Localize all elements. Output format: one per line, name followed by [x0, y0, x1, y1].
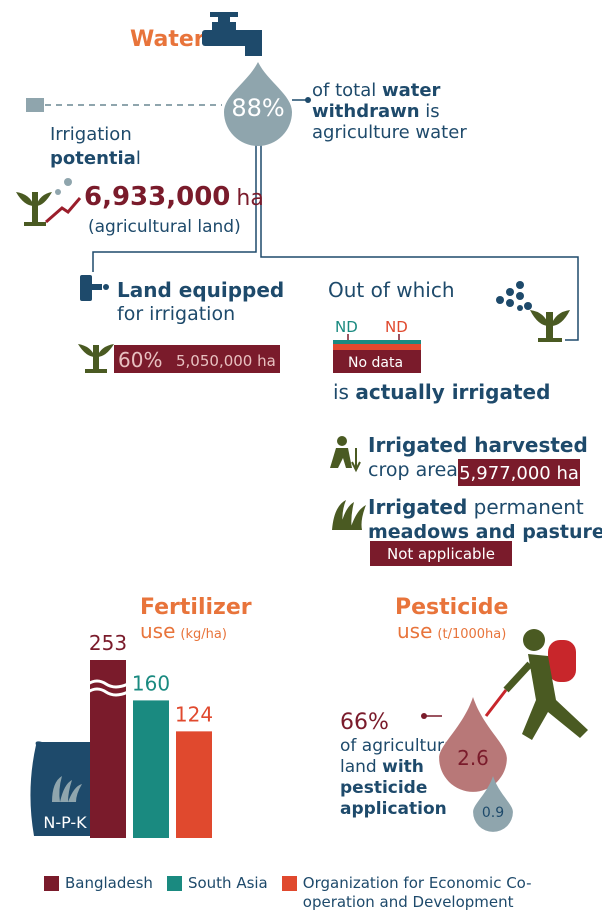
drop-label: 0.9 — [482, 805, 504, 821]
water-share: 88% — [231, 94, 284, 122]
bar-label: 160 — [132, 671, 170, 695]
axis-break — [87, 679, 129, 697]
equipped-share: 60% — [118, 348, 162, 372]
pesticide-unit: use (t/1000ha) — [397, 619, 506, 643]
equipped-area: 5,050,000 ha — [176, 352, 276, 370]
legend-swatch — [44, 876, 59, 891]
legend-item: South Asia — [166, 874, 268, 912]
text: of total — [312, 80, 382, 101]
grass-icon — [332, 500, 366, 530]
pointer-dot — [421, 713, 427, 719]
water-caption: withdrawn is — [312, 101, 440, 122]
drop-label: 2.6 — [457, 746, 489, 770]
valve-icon — [80, 275, 109, 301]
fertilizer-unit: use (kg/ha) — [140, 619, 227, 643]
irrigated-caption: is actually irrigated — [333, 380, 550, 404]
legend-swatch — [281, 876, 297, 891]
no-data: No data — [348, 355, 403, 371]
dot — [64, 178, 72, 186]
pesticide-caption: pesticide — [340, 778, 427, 798]
pesticide-title: Pesticide — [395, 595, 508, 620]
text: water — [382, 80, 441, 101]
pipe-icon — [26, 98, 44, 112]
nd-marker: ND — [335, 318, 358, 336]
legend-label: Organization for Economic Co-operation a… — [302, 874, 532, 911]
legend-item: Organization for Economic Co-operation a… — [281, 874, 533, 912]
potential-note: (agricultural land) — [88, 217, 241, 237]
bag-logo — [52, 776, 82, 802]
text: permanent — [467, 495, 584, 519]
pesticide-share: 66% — [340, 710, 389, 735]
bar-layer — [333, 340, 421, 344]
meadow-label: meadows and pastures — [368, 521, 602, 543]
legend-item: Bangladesh — [44, 874, 153, 912]
text: use — [397, 619, 432, 643]
bar-layer — [333, 350, 421, 373]
sprayer-icon — [484, 629, 588, 740]
equipped-label: Land equipped — [117, 278, 284, 302]
drop — [473, 776, 513, 832]
bag-label: N-P-K — [43, 813, 87, 832]
plant-icon — [530, 310, 570, 342]
harvest-label: crop area — [368, 459, 458, 481]
connectors — [92, 140, 579, 341]
faucet-icon — [202, 12, 262, 56]
equipped-label: for irrigation — [117, 303, 235, 325]
pesticide-caption: of agricultural — [340, 736, 459, 756]
text: 6,933,000 — [84, 182, 230, 212]
meadow-label: Irrigated permanent — [368, 495, 584, 519]
harvest-value: 5,977,000 ha — [459, 463, 579, 484]
pointer-dot — [305, 97, 311, 103]
bar-label: 253 — [89, 631, 127, 655]
plant-icon — [78, 344, 114, 373]
drop — [439, 697, 507, 792]
potential-value: 6,933,000 ha — [84, 182, 264, 212]
text: Irrigated — [368, 495, 467, 519]
text: (t/1000ha) — [437, 627, 506, 642]
meadow-value: Not applicable — [387, 545, 495, 563]
dot — [55, 189, 61, 195]
harvest-bar — [458, 459, 580, 486]
text: potentia — [50, 148, 136, 169]
text: (kg/ha) — [180, 627, 227, 642]
legend-label: Bangladesh — [65, 874, 153, 892]
text: ha — [236, 186, 263, 211]
water-title: Water — [130, 27, 205, 52]
pesticide-caption: land with — [340, 757, 424, 777]
meadow-bar — [370, 541, 512, 566]
potential-label: Irrigation — [50, 124, 132, 145]
bar-layer — [333, 344, 421, 350]
harvest-icon — [330, 436, 361, 473]
bar — [176, 731, 212, 838]
water-drop — [224, 62, 293, 147]
water-caption: of total water — [312, 80, 441, 101]
droplets-icon — [496, 281, 532, 311]
legend-swatch — [166, 876, 182, 891]
nd-marker: ND — [385, 318, 408, 336]
text: actually irrigated — [355, 380, 550, 404]
pesticide-caption: application — [340, 799, 447, 819]
harvest-label: Irrigated harvested — [368, 433, 588, 457]
bar — [133, 700, 169, 838]
infographic: Water 88% of total water withdrawn is ag… — [16, 12, 602, 838]
trend-arrow — [45, 197, 82, 224]
fertilizer-title: Fertilizer — [140, 595, 252, 620]
text: use — [140, 619, 175, 643]
text: is — [333, 380, 355, 404]
text: with — [382, 757, 424, 777]
out-of-which: Out of which — [328, 278, 455, 302]
legend-label: South Asia — [187, 874, 268, 892]
text: land — [340, 757, 382, 777]
equipped-bar — [114, 345, 280, 373]
text: l — [136, 148, 141, 169]
water-caption: agriculture water — [312, 122, 467, 143]
potential-label: potential — [50, 148, 141, 169]
plant-icon — [16, 192, 52, 226]
bar-label: 124 — [175, 702, 213, 726]
legend: Bangladesh South Asia Organization for Eco… — [44, 874, 584, 912]
text: withdrawn — [312, 101, 420, 122]
text: is — [420, 101, 440, 122]
